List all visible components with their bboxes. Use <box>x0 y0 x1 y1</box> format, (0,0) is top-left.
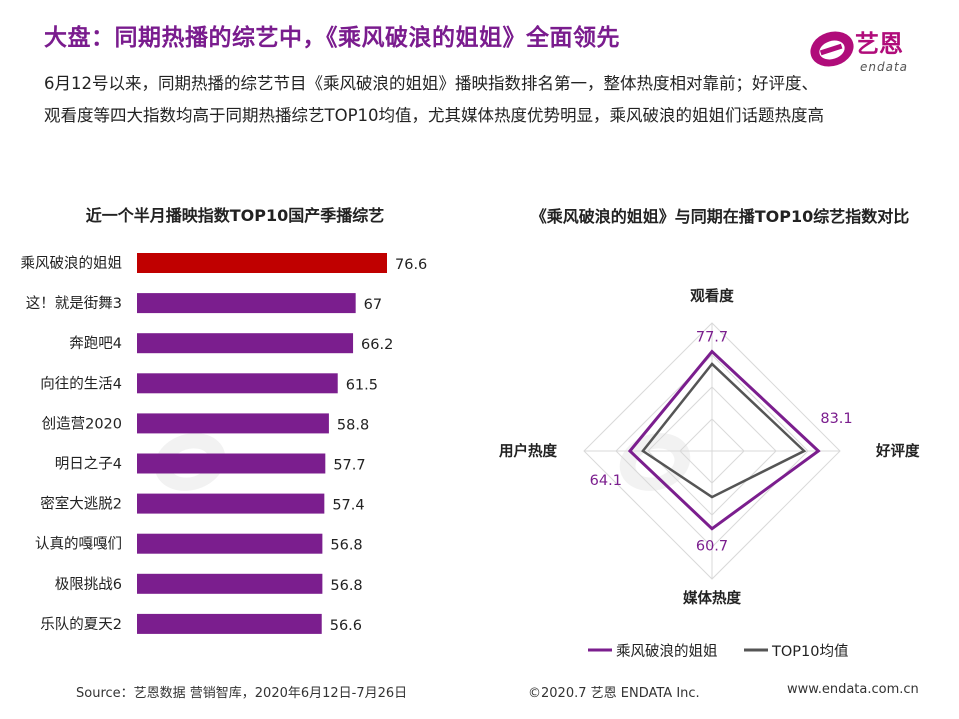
bar <box>137 413 329 434</box>
radar-value-label: 83.1 <box>820 411 852 427</box>
watermark-right <box>619 433 691 491</box>
bar-value-label: 56.6 <box>330 618 362 634</box>
legend-label: 乘风破浪的姐姐 <box>616 643 718 660</box>
bar-category-label: 认真的嘎嘎们 <box>35 535 122 553</box>
bar <box>137 533 323 554</box>
bar-category-label: 乐队的夏天2 <box>40 616 122 633</box>
bar-value-label: 56.8 <box>330 538 362 554</box>
footer-copyright: ©2020.7 艺恩 ENDATA Inc. <box>528 686 700 701</box>
bar-category-label: 这！就是街舞3 <box>26 295 122 312</box>
footer-source: Source：艺恩数据 营销智库，2020年6月12日-7月26日 <box>76 686 408 701</box>
endata-logo-icon <box>810 31 854 67</box>
bar-value-label: 76.6 <box>395 257 427 273</box>
radar-axis-label: 媒体热度 <box>683 589 741 607</box>
bar-category-label: 创造营2020 <box>42 415 122 432</box>
bar-category-label: 奔跑吧4 <box>69 335 122 352</box>
bar-category-label: 明日之子4 <box>55 456 122 473</box>
radar-series-main <box>627 349 821 531</box>
bar <box>137 253 387 273</box>
radar-axis-label: 观看度 <box>690 287 734 305</box>
radar-axis-label: 好评度 <box>875 442 920 460</box>
radar-value-label: 77.7 <box>696 330 728 346</box>
radar-chart-title: 《乘风破浪的姐姐》与同期在播TOP10综艺指数对比 <box>530 207 910 226</box>
bar-category-label: 乘风破浪的姐姐 <box>21 255 123 272</box>
bar <box>137 453 326 474</box>
logo-text: 艺恩 <box>855 30 903 58</box>
bar <box>137 333 354 354</box>
bar <box>137 293 356 314</box>
bar-category-label: 极限挑战6 <box>55 576 122 593</box>
logo-subtext: endata <box>860 60 909 74</box>
radar-value-label: 64.1 <box>590 473 622 489</box>
bar-value-label: 57.7 <box>333 458 365 474</box>
legend-label: TOP10均值 <box>771 643 848 660</box>
footer-website: www.endata.com.cn <box>787 682 919 697</box>
radar-value-label: 60.7 <box>696 539 728 555</box>
bar-category-label: 密室大逃脱2 <box>40 496 122 513</box>
radar-axis-label: 用户热度 <box>499 442 557 460</box>
bar-chart-title: 近一个半月播映指数TOP10国产季播综艺 <box>85 206 385 225</box>
bar <box>137 493 325 514</box>
bar <box>137 573 323 594</box>
description-text: 6月12号以来，同期热播的综艺节目《乘风破浪的姐姐》播映指数排名第一，整体热度相… <box>44 74 825 125</box>
page-title: 大盘：同期热播的综艺中，《乘风破浪的姐姐》全面领先 <box>44 25 620 51</box>
bar-value-label: 67 <box>364 297 382 313</box>
bar-value-label: 61.5 <box>346 377 378 393</box>
bar <box>137 613 322 634</box>
bar-value-label: 57.4 <box>332 498 364 514</box>
bar-category-label: 向往的生活4 <box>40 375 122 392</box>
bar <box>137 373 338 394</box>
bar-value-label: 66.2 <box>361 337 393 353</box>
bar-value-label: 56.8 <box>330 578 362 594</box>
radar-series-average <box>641 362 807 499</box>
bar-value-label: 58.8 <box>337 417 369 433</box>
